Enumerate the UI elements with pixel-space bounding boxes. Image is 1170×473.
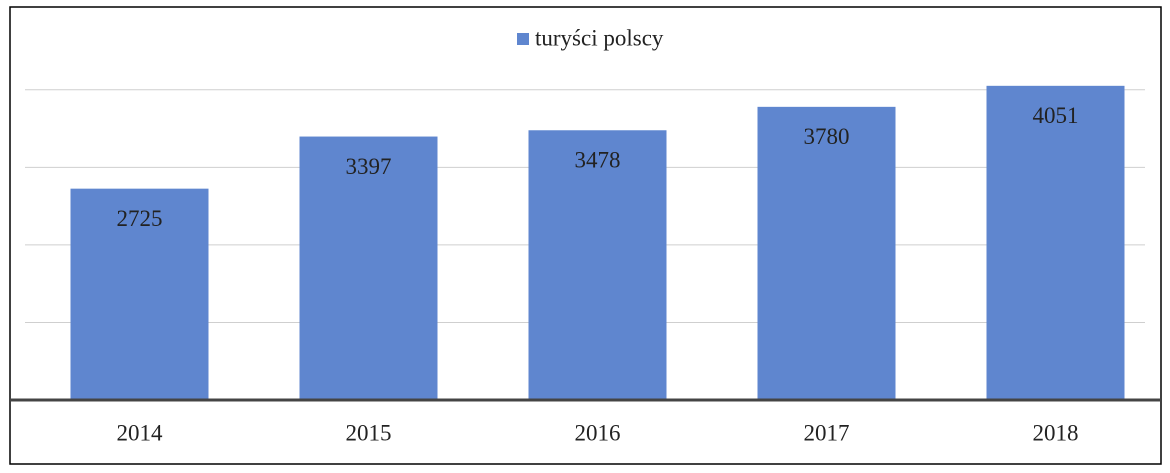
bar	[299, 136, 438, 401]
legend-label: turyści polscy	[535, 25, 664, 50]
x-tick-label: 2014	[117, 420, 164, 445]
data-label: 3780	[804, 124, 850, 149]
x-tick-label: 2015	[346, 420, 392, 445]
bar	[528, 130, 667, 400]
legend-swatch	[517, 33, 529, 45]
data-label: 2725	[117, 206, 163, 231]
x-tick-label: 2018	[1033, 420, 1079, 445]
data-label: 3397	[346, 154, 392, 179]
data-label: 3478	[575, 148, 621, 173]
data-label: 4051	[1033, 103, 1079, 128]
bar	[70, 188, 209, 400]
x-tick-label: 2017	[804, 420, 850, 445]
bar	[986, 85, 1125, 400]
bar	[757, 106, 896, 400]
x-tick-label: 2016	[575, 420, 621, 445]
